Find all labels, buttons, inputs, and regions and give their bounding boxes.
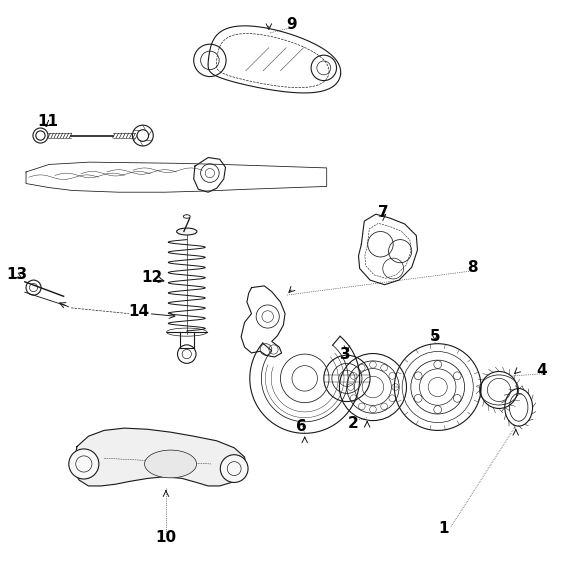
Polygon shape: [74, 428, 246, 486]
Text: 14: 14: [129, 304, 150, 320]
Text: 4: 4: [537, 363, 547, 378]
Ellipse shape: [145, 450, 197, 478]
Ellipse shape: [176, 228, 197, 235]
Text: 8: 8: [467, 260, 478, 275]
Circle shape: [220, 455, 248, 482]
Text: 12: 12: [141, 270, 163, 285]
Text: 13: 13: [7, 267, 28, 282]
Text: 7: 7: [378, 205, 389, 220]
Circle shape: [69, 449, 99, 479]
Text: 10: 10: [155, 530, 176, 546]
Text: 2: 2: [348, 416, 359, 431]
Text: 11: 11: [37, 113, 58, 128]
Text: 9: 9: [287, 17, 297, 32]
Text: 5: 5: [430, 329, 441, 345]
Text: 1: 1: [438, 521, 449, 536]
Text: 3: 3: [340, 347, 350, 361]
Text: 6: 6: [296, 419, 307, 434]
